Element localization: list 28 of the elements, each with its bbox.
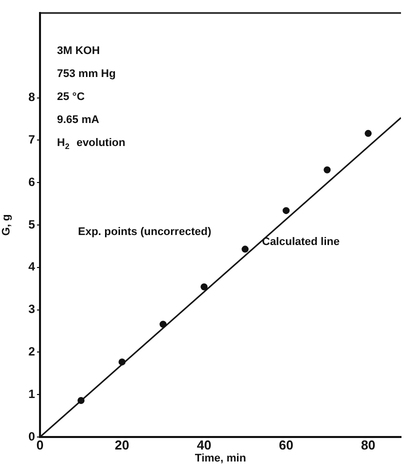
annotation: 3M KOH	[57, 45, 100, 58]
point	[200, 283, 208, 290]
point	[160, 320, 167, 328]
y-tick-label: 2	[28, 344, 36, 359]
y-tick-label: 5	[28, 217, 36, 232]
annotation: 9.65 mA	[57, 114, 100, 126]
point	[118, 358, 126, 366]
text: Exp. points (uncorrected)	[78, 226, 212, 238]
y-tick-label: 3	[28, 302, 36, 316]
x-tick-label: 20	[114, 437, 130, 452]
series-label: Calculated line	[262, 236, 340, 248]
x-tick-label: 80	[360, 437, 376, 452]
point	[282, 207, 290, 214]
point	[364, 130, 372, 137]
point	[78, 397, 85, 404]
point	[324, 166, 331, 174]
y-axis-title: G, g	[0, 214, 13, 236]
y-tick-label: 1	[28, 386, 36, 401]
x-tick-label: 40	[196, 437, 212, 452]
annotation: 753 mm Hg	[57, 68, 116, 80]
x-tick-label: 60	[278, 437, 294, 452]
x-axis-title: Time, min	[194, 452, 246, 464]
y-tick-label: 8	[28, 90, 36, 104]
y-tick-label: 4	[28, 260, 36, 274]
point	[242, 246, 249, 253]
y-tick-label: 7	[28, 132, 36, 147]
y-tick-label: 6	[28, 174, 36, 189]
annotation: 25 °C	[57, 91, 85, 104]
